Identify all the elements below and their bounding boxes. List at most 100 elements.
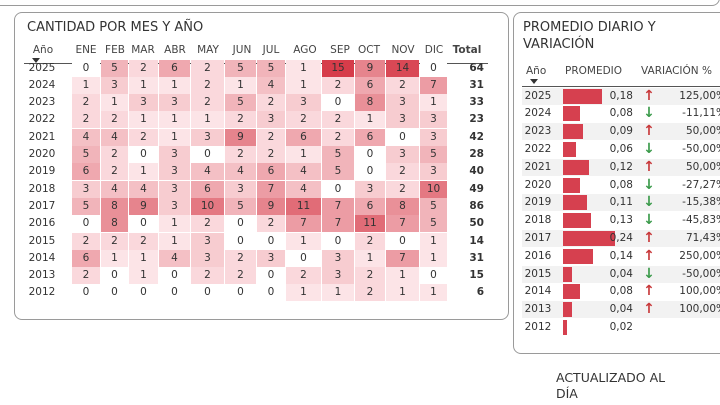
average-bar (563, 88, 602, 104)
column-header: AGO (293, 44, 317, 56)
column-header: PROMEDIO (565, 65, 623, 77)
average-bar (563, 177, 581, 193)
heat-cell: 6 (72, 163, 100, 181)
row-total: 50 (469, 217, 484, 230)
variation-value: -27,27% (682, 178, 720, 191)
heat-cell: 14 (386, 59, 419, 77)
heat-cell: 9 (129, 197, 158, 215)
heat-cell: 3 (159, 197, 190, 215)
row-year: 2020 (524, 178, 552, 191)
column-header: ENE (75, 44, 97, 56)
heat-cell: 3 (191, 249, 224, 267)
trend-arrow: ↑ (643, 87, 655, 104)
header-rule (24, 63, 488, 64)
column-header: VARIACIÓN % (641, 65, 712, 77)
heat-cell: 1 (286, 59, 321, 77)
trend-arrow: ↓ (643, 140, 655, 157)
heat-cell: 3 (286, 94, 321, 112)
heat-cell: 1 (159, 215, 190, 233)
heat-cell: 9 (225, 128, 256, 146)
heat-cell: 6 (355, 76, 385, 94)
heat-cell: 1 (129, 111, 158, 129)
heat-cell: 4 (159, 249, 190, 267)
heat-cell: 0 (72, 284, 100, 302)
sort-arrow (32, 58, 40, 63)
average-bar (563, 106, 581, 122)
heat-cell: 1 (286, 146, 321, 163)
average-bar (563, 302, 572, 318)
variation-value: 100,00% (679, 303, 720, 316)
average-value: 0,04 (609, 267, 633, 280)
heat-cell: 4 (286, 180, 321, 198)
heat-cell: 2 (225, 267, 256, 285)
updated-label: ACTUALIZADO AL (556, 370, 666, 385)
heat-cell: 0 (101, 284, 128, 302)
row-year: 2019 (28, 165, 56, 178)
variation-value: -15,38% (682, 196, 720, 209)
trend-arrow: ↓ (643, 176, 655, 193)
row-year: 2015 (524, 267, 552, 280)
heat-cell: 0 (225, 215, 256, 233)
variation-value: 125,00% (679, 89, 720, 102)
heat-cell: 1 (420, 94, 447, 112)
heat-cell: 0 (129, 284, 158, 302)
heat-cell: 2 (355, 232, 385, 250)
variation-value: -50,00% (682, 142, 720, 155)
heat-cell: 0 (257, 232, 285, 250)
row-total: 15 (469, 269, 484, 282)
heat-cell: 4 (225, 163, 256, 181)
heat-cell: 0 (286, 249, 321, 267)
row-year: 2013 (524, 303, 552, 316)
heat-cell: 0 (257, 267, 285, 285)
heat-cell: 6 (257, 163, 285, 181)
heat-cell: 4 (257, 76, 285, 94)
heat-cell: 6 (191, 180, 224, 198)
variation-value: 100,00% (679, 285, 720, 298)
column-header: ABR (164, 44, 186, 56)
heat-cell: 2 (355, 267, 385, 285)
row-year: 2022 (28, 113, 56, 126)
heat-cell: 7 (257, 180, 285, 198)
heat-cell: 2 (129, 59, 158, 77)
average-value: 0,18 (609, 89, 633, 102)
row-year: 2016 (524, 249, 552, 262)
row-total: 86 (469, 199, 484, 212)
heat-cell: 2 (257, 215, 285, 233)
row-year: 2013 (28, 269, 56, 282)
average-value: 0,09 (609, 125, 633, 138)
heat-cell: 2 (386, 76, 419, 94)
trend-arrow: ↓ (643, 194, 655, 211)
heat-cell: 2 (101, 146, 128, 163)
heat-cell: 2 (191, 76, 224, 94)
row-year: 2020 (28, 148, 56, 160)
heat-cell: 6 (159, 59, 190, 77)
heat-cell: 2 (191, 94, 224, 112)
heat-cell: 2 (322, 128, 354, 146)
average-value: 0,24 (609, 231, 633, 244)
row-year: 2016 (28, 217, 56, 230)
heat-cell: 1 (101, 249, 128, 267)
heat-cell: 0 (159, 284, 190, 302)
column-header: JUL (262, 44, 280, 56)
heat-cell: 3 (420, 163, 447, 181)
heat-cell: 2 (191, 215, 224, 233)
heat-cell: 3 (386, 94, 419, 112)
heat-cell: 2 (257, 128, 285, 146)
variation-value: -11,11% (682, 107, 720, 120)
heat-cell: 0 (420, 59, 447, 77)
row-year: 2024 (524, 107, 552, 120)
heat-cell: 7 (322, 197, 354, 215)
heat-cell: 3 (322, 267, 354, 285)
heat-cell: 3 (129, 94, 158, 112)
heat-cell: 2 (257, 146, 285, 163)
average-bar (563, 124, 583, 140)
heat-cell: 0 (386, 128, 419, 146)
column-header: NOV (391, 44, 415, 56)
average-value: 0,13 (609, 214, 633, 227)
heat-cell: 3 (191, 128, 224, 146)
trend-arrow: ↓ (643, 265, 655, 282)
column-header: JUN (232, 44, 252, 56)
average-bar (563, 159, 589, 175)
row-total: 28 (469, 148, 484, 160)
